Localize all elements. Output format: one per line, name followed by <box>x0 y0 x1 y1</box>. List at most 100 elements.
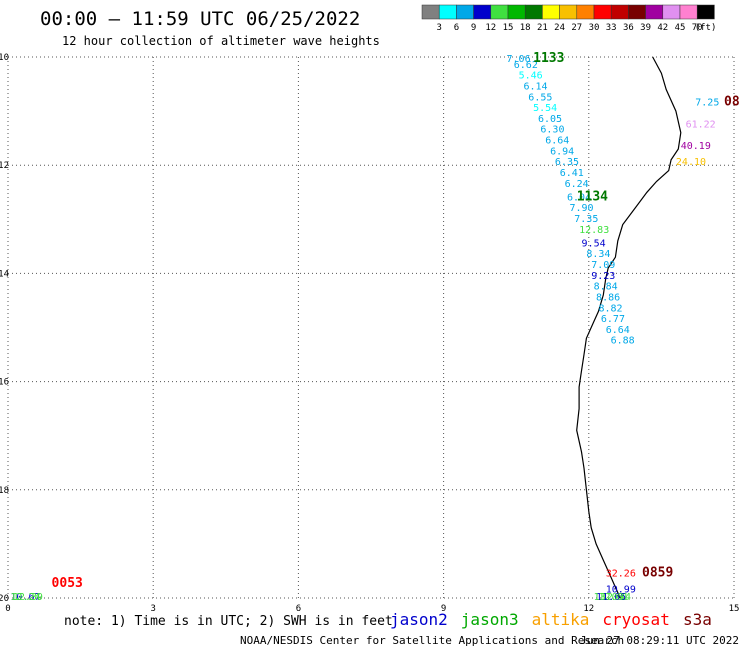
legend-swatch <box>576 4 595 20</box>
legend-swatch <box>696 4 715 20</box>
legend-label: 39 <box>640 23 651 33</box>
lat-tick-label-1: -12 <box>0 161 9 171</box>
wave-height-value: 32.26 <box>606 568 636 579</box>
coastline <box>576 56 682 599</box>
legend-swatch <box>438 4 457 20</box>
lon-tick-label-4: 12 <box>583 604 594 614</box>
legend-swatch <box>542 4 560 20</box>
wave-height-value: 24.10 <box>676 157 706 168</box>
wave-height-value: 13.03 <box>594 592 624 603</box>
satellite-name-jason2: jason2 <box>390 610 448 629</box>
wave-height-value: 9.54 <box>582 238 606 249</box>
lon-tick-label-2: 6 <box>296 604 301 614</box>
legend-label: 42 <box>657 23 668 33</box>
legend-label: 21 <box>537 23 548 33</box>
lon-tick-label-5: 15 <box>729 604 740 614</box>
wave-height-value: 61.22 <box>686 119 716 130</box>
footer-note: note: 1) Time is in UTC; 2) SWH is in fe… <box>64 614 393 629</box>
legend-label: 6 <box>454 23 459 33</box>
wave-height-value: 8.86 <box>596 292 620 303</box>
legend-swatch <box>645 4 664 20</box>
satellite-name-jason3: jason3 <box>461 610 519 629</box>
satellite-name-cryosat: cryosat <box>602 610 669 629</box>
wave-height-value: 6.62 <box>514 60 538 71</box>
wave-height-labels: 7.066.625.466.146.555.546.056.306.646.94… <box>10 54 719 603</box>
lat-tick-label-4: -18 <box>0 486 9 496</box>
wave-height-value: 9.23 <box>591 271 615 282</box>
legend-label: 36 <box>623 23 634 33</box>
lat-tick-label-3: -16 <box>0 378 9 388</box>
wave-height-value: 12.61 <box>598 592 628 603</box>
lat-tick-label-5: -20 <box>0 594 9 604</box>
legend-label: 27 <box>571 23 582 33</box>
wave-height-value: 6.88 <box>611 336 635 347</box>
legend-label: 18 <box>520 23 531 33</box>
satellite-legend: jason2 jason3 altika cryosat s3a <box>390 610 712 629</box>
wave-height-value: 6.64 <box>545 136 569 147</box>
legend-swatch <box>610 4 629 20</box>
lon-tick-label-1: 3 <box>150 604 155 614</box>
legend-label: 3 <box>436 23 441 33</box>
wave-height-value: 7.90 <box>569 203 593 214</box>
wave-height-value: 6.77 <box>601 314 625 325</box>
wave-height-value: 6.24 <box>565 179 589 190</box>
legend-swatch <box>628 4 646 20</box>
wave-height-value: 12.24 <box>10 592 40 603</box>
wave-height-value: 5.54 <box>533 103 557 114</box>
page-subtitle: 12 hour collection of altimeter wave hei… <box>62 34 380 48</box>
legend-swatch <box>593 4 612 20</box>
legend-swatch <box>456 4 474 20</box>
legend-label: 30 <box>589 23 600 33</box>
wave-height-value: 6.30 <box>540 125 564 136</box>
pass-time-label: 1133 <box>533 51 564 66</box>
wave-height-value: 7.09 <box>591 260 615 271</box>
color-legend: 3 6 9 12 15 18 21 24 27 30 33 36 39 42 45 70(ft) <box>421 4 716 33</box>
lat-tick-label-2: -14 <box>0 269 9 279</box>
legend-swatch <box>679 4 698 20</box>
legend-label: 33 <box>606 23 617 33</box>
legend-swatch <box>473 4 492 20</box>
wave-height-value: 40.19 <box>681 141 711 152</box>
legend-label: 15 <box>503 23 514 33</box>
legend-swatch <box>524 4 543 20</box>
wave-height-value: 6.14 <box>523 81 547 92</box>
wave-height-value: 10.67 <box>10 592 40 603</box>
legend-swatch <box>490 4 509 20</box>
wave-height-value: 5.46 <box>519 71 543 82</box>
wave-height-value: 6.04 <box>567 192 591 203</box>
wave-height-value: 8.34 <box>586 249 610 260</box>
pass-time-label: 0859 <box>642 565 673 580</box>
pass-time-labels: 1133 1134 0859 0053 08 <box>52 51 740 591</box>
wave-height-value: 12.39 <box>13 592 43 603</box>
wave-height-value: 6.55 <box>528 92 552 103</box>
map-background <box>8 57 734 598</box>
wave-height-value: 6.35 <box>555 157 579 168</box>
wave-height-value: 7.35 <box>574 214 598 225</box>
legend-label: 24 <box>554 23 565 33</box>
axis-tick-labels: 0 3 6 9 12 15 -10 -12 -14 -16 -18 -20 <box>0 53 739 614</box>
lon-tick-label-0: 0 <box>5 604 10 614</box>
wave-height-value: 12.83 <box>579 225 609 236</box>
legend-label: 70 <box>692 23 703 33</box>
lat-tick-label-0: -10 <box>0 53 9 63</box>
footer-credit: NOAA/NESDIS Center for Satellite Applica… <box>240 634 624 647</box>
wave-height-value: 6.05 <box>538 114 562 125</box>
wave-height-value: 10.99 <box>606 585 636 596</box>
wave-height-value: 11.65 <box>596 592 626 603</box>
wave-height-value: 6.41 <box>560 168 584 179</box>
legend-label: 9 <box>471 23 476 33</box>
lon-tick-label-3: 9 <box>441 604 446 614</box>
pass-time-label: 1134 <box>577 189 608 204</box>
footer-timestamp: Jun 27 08:29:11 UTC 2022 <box>580 634 739 647</box>
legend-swatch <box>421 4 440 20</box>
legend-swatch <box>662 4 681 20</box>
legend-swatch <box>559 4 578 20</box>
legend-label: 45 <box>675 23 686 33</box>
wave-height-value: 8.82 <box>598 303 622 314</box>
wave-height-value: 7.25 <box>695 98 719 109</box>
wave-height-value: 12.34 <box>601 592 631 603</box>
satellite-name-s3a: s3a <box>683 610 712 629</box>
wave-height-value: 6.64 <box>606 325 630 336</box>
pass-time-label: 0053 <box>52 576 83 591</box>
